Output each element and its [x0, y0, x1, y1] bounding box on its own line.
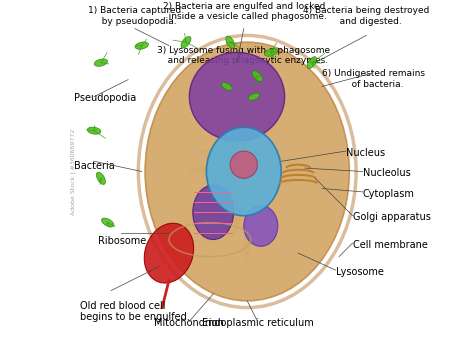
Text: Endoplasmic reticulum: Endoplasmic reticulum	[201, 318, 313, 328]
Ellipse shape	[248, 93, 260, 100]
Ellipse shape	[190, 52, 284, 141]
Ellipse shape	[209, 185, 231, 195]
Ellipse shape	[200, 151, 227, 161]
Ellipse shape	[241, 192, 247, 207]
Ellipse shape	[216, 174, 234, 178]
Ellipse shape	[145, 42, 349, 301]
Ellipse shape	[181, 36, 191, 48]
Ellipse shape	[221, 130, 237, 148]
Ellipse shape	[101, 218, 114, 227]
Ellipse shape	[94, 59, 108, 66]
Ellipse shape	[221, 83, 232, 90]
Text: 2) Bacteria are engulfed and locked
   inside a vesicle called phagosome.: 2) Bacteria are engulfed and locked insi…	[160, 2, 327, 22]
Text: Cell membrane: Cell membrane	[353, 239, 428, 250]
Ellipse shape	[264, 49, 278, 56]
Ellipse shape	[223, 164, 237, 170]
Ellipse shape	[223, 155, 237, 164]
Text: Nucleolus: Nucleolus	[363, 168, 410, 178]
Ellipse shape	[230, 151, 257, 178]
Text: Old red blood cell
begins to be engulfed.: Old red blood cell begins to be engulfed…	[81, 301, 190, 322]
Ellipse shape	[219, 197, 235, 216]
Ellipse shape	[206, 121, 230, 143]
Ellipse shape	[252, 71, 263, 82]
Ellipse shape	[96, 172, 105, 185]
Ellipse shape	[87, 127, 101, 134]
Ellipse shape	[193, 185, 234, 239]
Ellipse shape	[219, 190, 236, 204]
Text: 6) Undigested remains
   of bacteria.: 6) Undigested remains of bacteria.	[321, 69, 425, 89]
Ellipse shape	[244, 205, 278, 246]
Text: 4) Bacteria being destroyed
   and digested.: 4) Bacteria being destroyed and digested…	[303, 7, 429, 26]
Ellipse shape	[229, 193, 240, 209]
Ellipse shape	[212, 179, 232, 186]
Ellipse shape	[227, 206, 238, 232]
Ellipse shape	[188, 169, 222, 173]
Text: Adobe Stock | #360669772: Adobe Stock | #360669772	[70, 128, 76, 215]
Text: Mitochondrion: Mitochondrion	[155, 318, 224, 328]
Ellipse shape	[307, 57, 317, 69]
Text: Nucleus: Nucleus	[346, 148, 385, 158]
Ellipse shape	[205, 192, 229, 208]
Text: Golgi apparatus: Golgi apparatus	[353, 212, 430, 222]
Text: Lysosome: Lysosome	[336, 267, 383, 277]
Ellipse shape	[135, 42, 148, 49]
Text: 1) Bacteria captured
   by pseudopodia.: 1) Bacteria captured by pseudopodia.	[88, 7, 182, 26]
Ellipse shape	[144, 223, 194, 283]
Text: 3) Lysosome fusing with a phagosome
   and releasing phagocytic enzymes.: 3) Lysosome fusing with a phagosome and …	[157, 46, 330, 65]
Ellipse shape	[233, 209, 241, 236]
Ellipse shape	[206, 127, 281, 216]
Text: Bacteria: Bacteria	[73, 161, 114, 171]
Ellipse shape	[222, 149, 237, 158]
Text: Ribosome: Ribosome	[98, 236, 146, 246]
Text: Cytoplasm: Cytoplasm	[363, 189, 415, 199]
Ellipse shape	[245, 223, 250, 260]
Text: Pseudopodia: Pseudopodia	[73, 93, 136, 103]
Ellipse shape	[226, 36, 235, 48]
